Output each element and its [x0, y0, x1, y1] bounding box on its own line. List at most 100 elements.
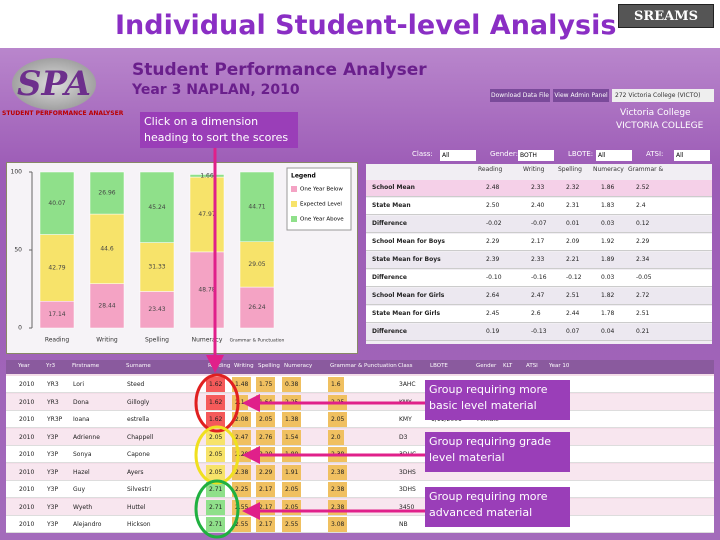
summary-cell: State Mean for Girls: [372, 310, 441, 317]
school-name-caps: VICTORIA COLLEGE: [616, 121, 704, 131]
column-header[interactable]: KLT: [503, 363, 513, 369]
app-subtitle: Year 3 NAPLAN, 2010: [132, 82, 300, 98]
summary-cell: 2.33: [531, 184, 545, 191]
column-header[interactable]: Firstname: [72, 363, 100, 369]
filter-select[interactable]: All: [596, 150, 632, 161]
filter-select[interactable]: BOTH: [518, 150, 554, 161]
table-header-row: [6, 360, 714, 374]
column-header[interactable]: ATSI: [526, 363, 538, 369]
table-cell: 2010: [19, 433, 35, 441]
column-header[interactable]: Numeracy: [284, 363, 313, 369]
column-header[interactable]: Grammar & Punctuation: [330, 363, 397, 369]
summary-cell: 2.21: [566, 256, 580, 263]
data-label: 26.96: [98, 190, 115, 197]
summary-cell: Difference: [372, 274, 407, 281]
summary-row: [366, 180, 712, 197]
data-label: 42.79: [48, 264, 65, 271]
table-cell: Y3P: [47, 503, 59, 511]
school-select[interactable]: 272 Victoria College (VICTO): [612, 89, 714, 102]
table-cell: 1.38: [282, 412, 302, 427]
y-tick-label: 50: [14, 247, 22, 254]
summary-cell: 1.82: [601, 292, 615, 299]
table-cell: YR3: [47, 381, 59, 388]
filter-bar: Class: All Gender: BOTH LBOTE: All ATSI: All: [412, 150, 712, 162]
table-cell: 1.62: [206, 394, 226, 410]
summary-cell: 0.21: [636, 328, 650, 335]
table-cell: 1.54: [282, 429, 302, 445]
bar-segment: [239, 171, 275, 242]
table-cell: 1.75: [256, 377, 276, 392]
table-cell: 3.08: [328, 517, 348, 532]
filter-select[interactable]: All: [674, 150, 710, 161]
summary-row: [366, 198, 712, 215]
summary-cell: 0.04: [601, 328, 615, 335]
column-header[interactable]: Year: [18, 363, 30, 369]
summary-cell: -0.10: [486, 274, 502, 281]
column-header[interactable]: Year 10: [549, 363, 570, 369]
table-cell: 1.62: [206, 412, 226, 427]
callout: Group requiring more basic level materia…: [425, 380, 570, 420]
summary-cell: 2.51: [566, 292, 580, 299]
admin-button[interactable]: View Admin Panel: [553, 89, 609, 102]
slide-title: Individual Student-level Analysis: [115, 10, 617, 41]
download-button[interactable]: Download Data File: [490, 89, 550, 102]
column-header[interactable]: Gender: [476, 363, 497, 369]
column-header[interactable]: LBOTE: [430, 363, 448, 369]
summary-cell: 2.09: [566, 238, 580, 245]
x-tick-label: Spelling: [145, 337, 169, 344]
summary-cell: 1.78: [601, 310, 615, 317]
legend-swatch: [291, 186, 297, 192]
table-cell: Hickson: [127, 521, 151, 528]
legend-swatch: [291, 201, 297, 207]
summary-cell: 2.47: [531, 292, 545, 299]
summary-row: [366, 234, 712, 251]
table-cell: 2.05: [206, 464, 226, 480]
column-header[interactable]: Writing: [234, 363, 254, 369]
table-cell: 2010: [19, 521, 35, 528]
summary-cell: 0.03: [601, 220, 615, 227]
summary-row: [366, 288, 712, 305]
column-header[interactable]: Class: [398, 363, 413, 369]
table-cell: 3AHC: [399, 381, 416, 388]
table-cell: 1.62: [206, 377, 226, 392]
summary-cell: -0.02: [486, 220, 502, 227]
group-circle: [194, 425, 240, 485]
callout: Group requiring more advanced material: [425, 487, 570, 527]
x-tick-label: Numeracy: [192, 337, 223, 344]
table-cell: 2.47: [232, 429, 252, 445]
y-tick-label: 0: [18, 325, 22, 332]
summary-cell: 2.64: [486, 292, 500, 299]
table-cell: 2.25: [232, 482, 252, 497]
column-header[interactable]: Spelling: [258, 363, 280, 369]
summary-header: Writing: [523, 166, 545, 173]
bar-segment: [139, 242, 175, 292]
filter-select[interactable]: All: [440, 150, 476, 161]
summary-cell: 0.12: [636, 220, 650, 227]
legend-entry: Expected Level: [300, 202, 342, 208]
summary-row: [366, 324, 712, 341]
bar-segment: [39, 171, 75, 235]
column-header[interactable]: Surname: [126, 363, 151, 369]
bar-segment: [189, 176, 225, 253]
table-cell: Gillogly: [127, 398, 150, 406]
summary-cell: School Mean for Girls: [372, 292, 445, 299]
logo-caption: STUDENT PERFORMANCE ANALYSER: [2, 110, 124, 117]
table-cell: 2010: [19, 398, 35, 406]
table-cell: YR3P: [47, 416, 63, 423]
summary-cell: 1.92: [601, 238, 615, 245]
summary-header: Grammar &: [628, 166, 664, 173]
table-cell: 2.55: [282, 517, 302, 532]
table-cell: Ioana: [73, 416, 90, 423]
summary-row: [366, 252, 712, 269]
column-header[interactable]: Yr3: [46, 363, 56, 369]
app-logo: SPA: [12, 58, 96, 110]
table-cell: 2.71: [206, 482, 226, 497]
table-cell: Ayers: [127, 468, 144, 476]
summary-cell: State Mean for Boys: [372, 256, 441, 263]
table-cell: 2010: [19, 381, 35, 388]
summary-row: [366, 306, 712, 323]
table-cell: Sonya: [73, 451, 92, 458]
table-cell: 2.17: [256, 517, 276, 532]
summary-cell: 0.03: [601, 274, 615, 281]
summary-header: Numeracy: [593, 166, 624, 173]
